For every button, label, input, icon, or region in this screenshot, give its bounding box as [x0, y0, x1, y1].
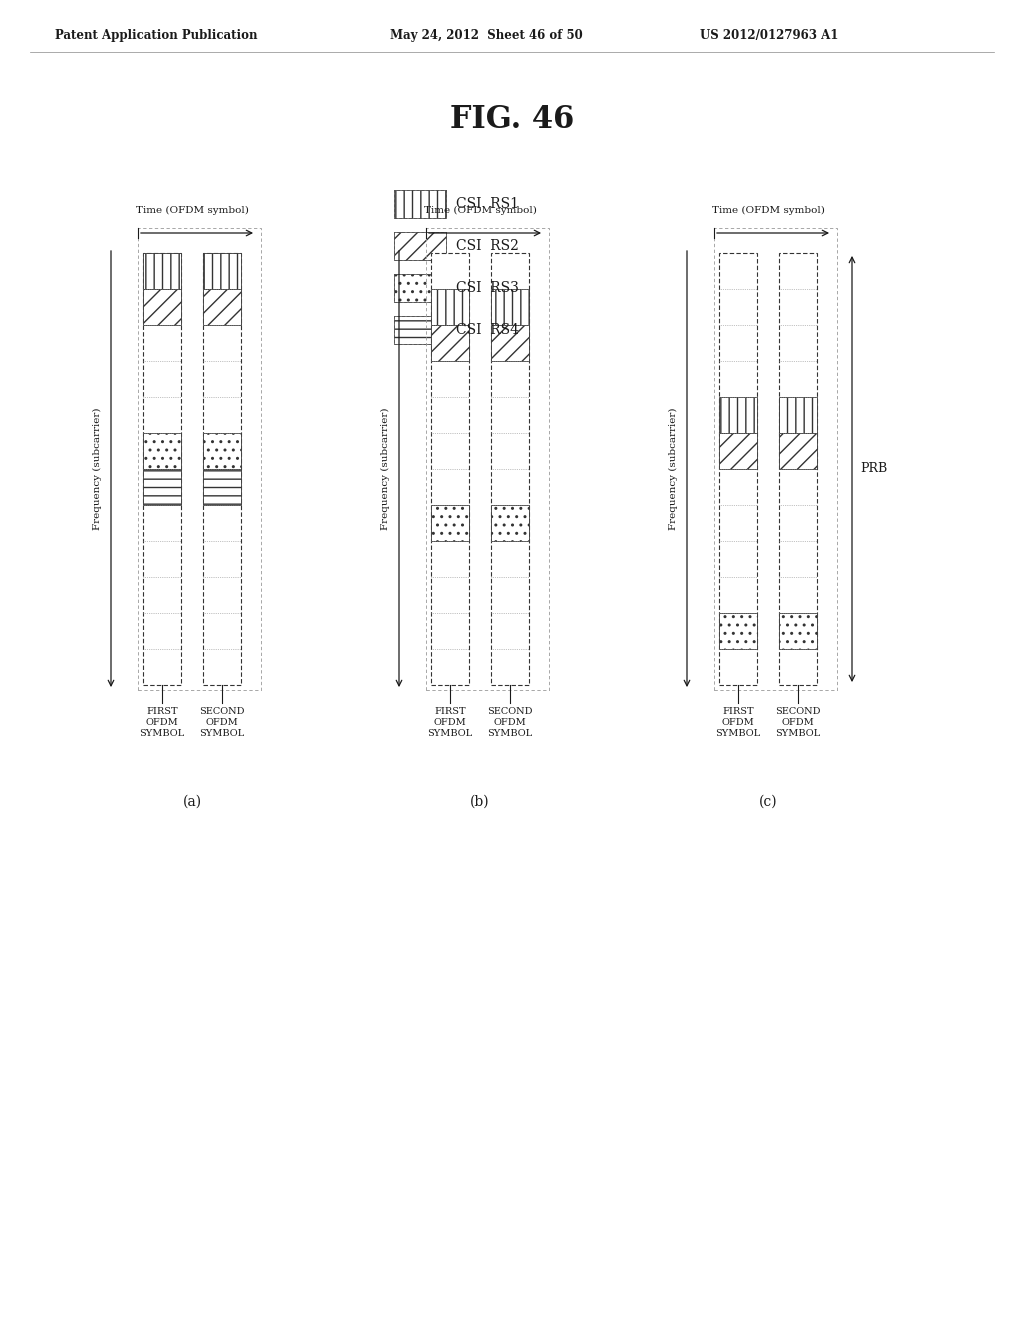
Bar [203, 289, 241, 325]
Bar [394, 232, 446, 260]
Bar [143, 253, 181, 685]
Bar [426, 228, 549, 690]
Bar [203, 253, 241, 289]
Bar [490, 253, 529, 685]
Text: CSI  RS3: CSI RS3 [456, 281, 519, 294]
Bar [431, 506, 469, 541]
Bar [394, 315, 446, 345]
Text: US 2012/0127963 A1: US 2012/0127963 A1 [700, 29, 839, 41]
Text: SECOND
OFDM
SYMBOL: SECOND OFDM SYMBOL [775, 708, 821, 738]
Text: May 24, 2012  Sheet 46 of 50: May 24, 2012 Sheet 46 of 50 [390, 29, 583, 41]
Bar [431, 253, 469, 685]
Bar [394, 232, 446, 260]
Text: SECOND
OFDM
SYMBOL: SECOND OFDM SYMBOL [200, 708, 245, 738]
Bar [394, 190, 446, 218]
Text: Time (OFDM symbol): Time (OFDM symbol) [712, 206, 824, 215]
Text: FIRST
OFDM
SYMBOL: FIRST OFDM SYMBOL [716, 708, 761, 738]
Text: FIG. 46: FIG. 46 [450, 104, 574, 136]
Text: Frequency (subcarrier): Frequency (subcarrier) [669, 408, 678, 531]
Text: (c): (c) [759, 795, 777, 809]
Text: PRB: PRB [860, 462, 887, 475]
Text: Frequency (subcarrier): Frequency (subcarrier) [92, 408, 101, 531]
Bar [779, 397, 817, 433]
Bar [203, 433, 241, 469]
Bar [779, 433, 817, 469]
Bar [719, 433, 757, 469]
Text: Time (OFDM symbol): Time (OFDM symbol) [135, 206, 249, 215]
Bar [431, 289, 469, 325]
Bar [431, 325, 469, 360]
Text: CSI  RS4: CSI RS4 [456, 323, 519, 337]
Text: Time (OFDM symbol): Time (OFDM symbol) [424, 206, 537, 215]
Bar [779, 612, 817, 649]
Text: (a): (a) [182, 795, 202, 809]
Bar [779, 253, 817, 685]
Bar [143, 289, 181, 325]
Bar [143, 433, 181, 469]
Bar [490, 289, 529, 325]
Text: CSI  RS1: CSI RS1 [456, 197, 519, 211]
Bar [138, 228, 261, 690]
Text: Patent Application Publication: Patent Application Publication [55, 29, 257, 41]
Text: FIRST
OFDM
SYMBOL: FIRST OFDM SYMBOL [427, 708, 473, 738]
Bar [719, 253, 757, 685]
Bar [203, 469, 241, 506]
Bar [490, 506, 529, 541]
Bar [490, 325, 529, 360]
Text: Frequency (subcarrier): Frequency (subcarrier) [381, 408, 389, 531]
Bar [714, 228, 837, 690]
Text: SECOND
OFDM
SYMBOL: SECOND OFDM SYMBOL [487, 708, 532, 738]
Bar [394, 315, 446, 345]
Bar [394, 275, 446, 302]
Text: FIRST
OFDM
SYMBOL: FIRST OFDM SYMBOL [139, 708, 184, 738]
Bar [394, 275, 446, 302]
Bar [143, 253, 181, 289]
Bar [394, 190, 446, 218]
Bar [203, 253, 241, 685]
Text: (b): (b) [470, 795, 489, 809]
Bar [719, 612, 757, 649]
Bar [143, 469, 181, 506]
Text: CSI  RS2: CSI RS2 [456, 239, 519, 253]
Bar [719, 397, 757, 433]
